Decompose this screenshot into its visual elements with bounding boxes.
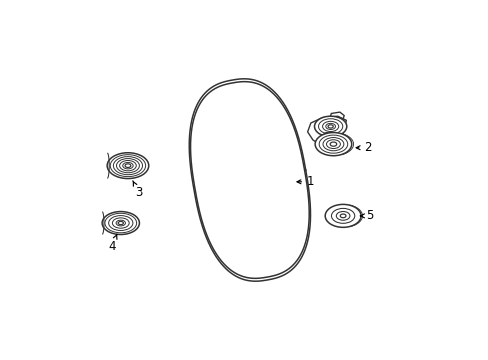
Ellipse shape	[102, 212, 139, 234]
Ellipse shape	[107, 153, 148, 179]
Ellipse shape	[125, 164, 131, 167]
Text: 4: 4	[108, 234, 117, 253]
Ellipse shape	[314, 116, 346, 137]
Ellipse shape	[325, 204, 360, 227]
Ellipse shape	[118, 221, 123, 225]
Text: 1: 1	[296, 175, 314, 188]
Text: 2: 2	[355, 141, 371, 154]
Text: 5: 5	[360, 210, 373, 222]
Text: 3: 3	[133, 181, 142, 199]
Ellipse shape	[329, 142, 336, 146]
Ellipse shape	[327, 125, 332, 128]
Ellipse shape	[314, 132, 351, 156]
Ellipse shape	[340, 214, 346, 218]
